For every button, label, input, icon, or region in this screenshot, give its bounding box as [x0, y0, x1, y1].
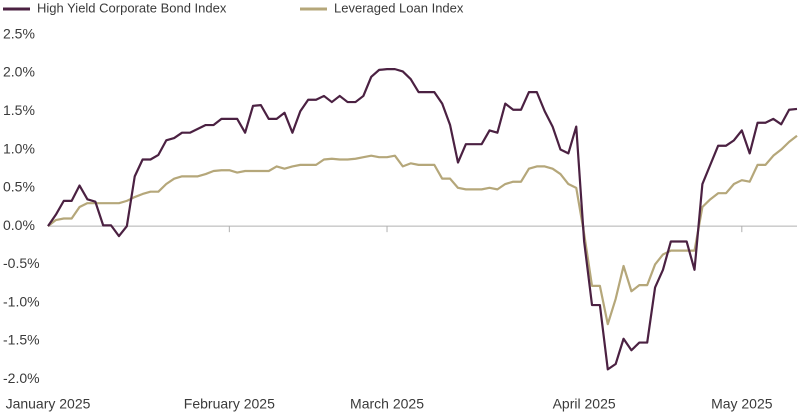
series-line [47, 134, 798, 326]
y-tick-label: 0.0% [3, 217, 35, 233]
y-tick-label: 2.5% [3, 25, 35, 41]
y-tick-label: -1.5% [3, 332, 40, 348]
x-tick-label: February 2025 [184, 396, 275, 412]
y-tick-label: 2.0% [3, 64, 35, 80]
y-tick-label: 1.5% [3, 102, 35, 118]
legend-label: High Yield Corporate Bond Index [37, 0, 227, 15]
y-tick-label: 0.5% [3, 179, 35, 195]
y-tick-label: 1.0% [3, 140, 35, 156]
series-line [47, 68, 798, 371]
x-tick-label: April 2025 [553, 396, 616, 412]
legend-label: Leveraged Loan Index [334, 0, 464, 15]
y-tick-label: -0.5% [3, 255, 40, 271]
y-tick-label: -1.0% [3, 293, 40, 309]
x-tick-label: March 2025 [350, 396, 424, 412]
y-tick-label: -2.0% [3, 370, 40, 386]
legend: High Yield Corporate Bond Index Leveraged… [3, 0, 464, 15]
x-tick-label: January 2025 [6, 396, 91, 412]
x-tick-label: May 2025 [711, 396, 773, 412]
